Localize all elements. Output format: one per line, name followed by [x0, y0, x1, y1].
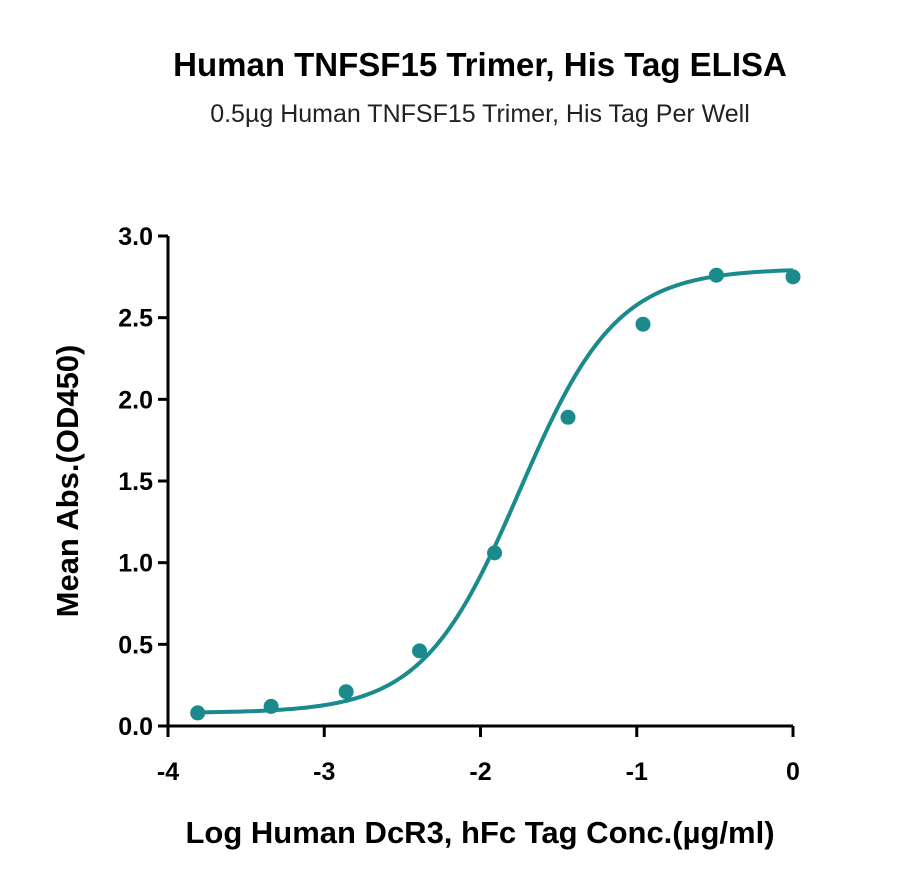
data-point	[338, 684, 354, 700]
x-tick-label: -4	[157, 758, 179, 786]
data-point	[785, 269, 801, 285]
data-point	[708, 267, 724, 283]
axes: 0.0 0.5 1.0 1.5 2.0 2.5 3.0 -4 -3 -2 -1 0	[118, 223, 800, 786]
x-axis-title: Log Human DcR3, hFc Tag Conc.(µg/ml)	[185, 815, 774, 850]
y-axis-title: Mean Abs.(OD450)	[50, 345, 85, 618]
data-point	[412, 643, 428, 659]
x-tick-label: -3	[313, 758, 335, 786]
y-tick-label: 2.5	[118, 305, 153, 333]
data-point	[560, 409, 576, 425]
y-tick-label: 0.5	[118, 631, 153, 659]
chart-subtitle: 0.5µg Human TNFSF15 Trimer, His Tag Per …	[210, 100, 750, 128]
y-tick-label: 1.0	[118, 550, 153, 578]
y-tick-label: 3.0	[118, 223, 153, 251]
x-tick-label: 0	[786, 758, 800, 786]
data-points-layer	[190, 267, 801, 721]
y-tick-label: 0.0	[118, 713, 153, 741]
chart-title: Human TNFSF15 Trimer, His Tag ELISA	[173, 46, 787, 83]
x-tick-label: -2	[469, 758, 491, 786]
y-tick-label: 1.5	[118, 468, 153, 496]
x-tick-label: -1	[626, 758, 648, 786]
data-point	[190, 705, 206, 721]
fit-curve	[197, 268, 794, 715]
data-point	[635, 316, 651, 332]
data-point	[263, 698, 279, 714]
fit-curve-layer	[197, 268, 794, 715]
data-point	[487, 545, 503, 561]
y-tick-label: 2.0	[118, 386, 153, 414]
